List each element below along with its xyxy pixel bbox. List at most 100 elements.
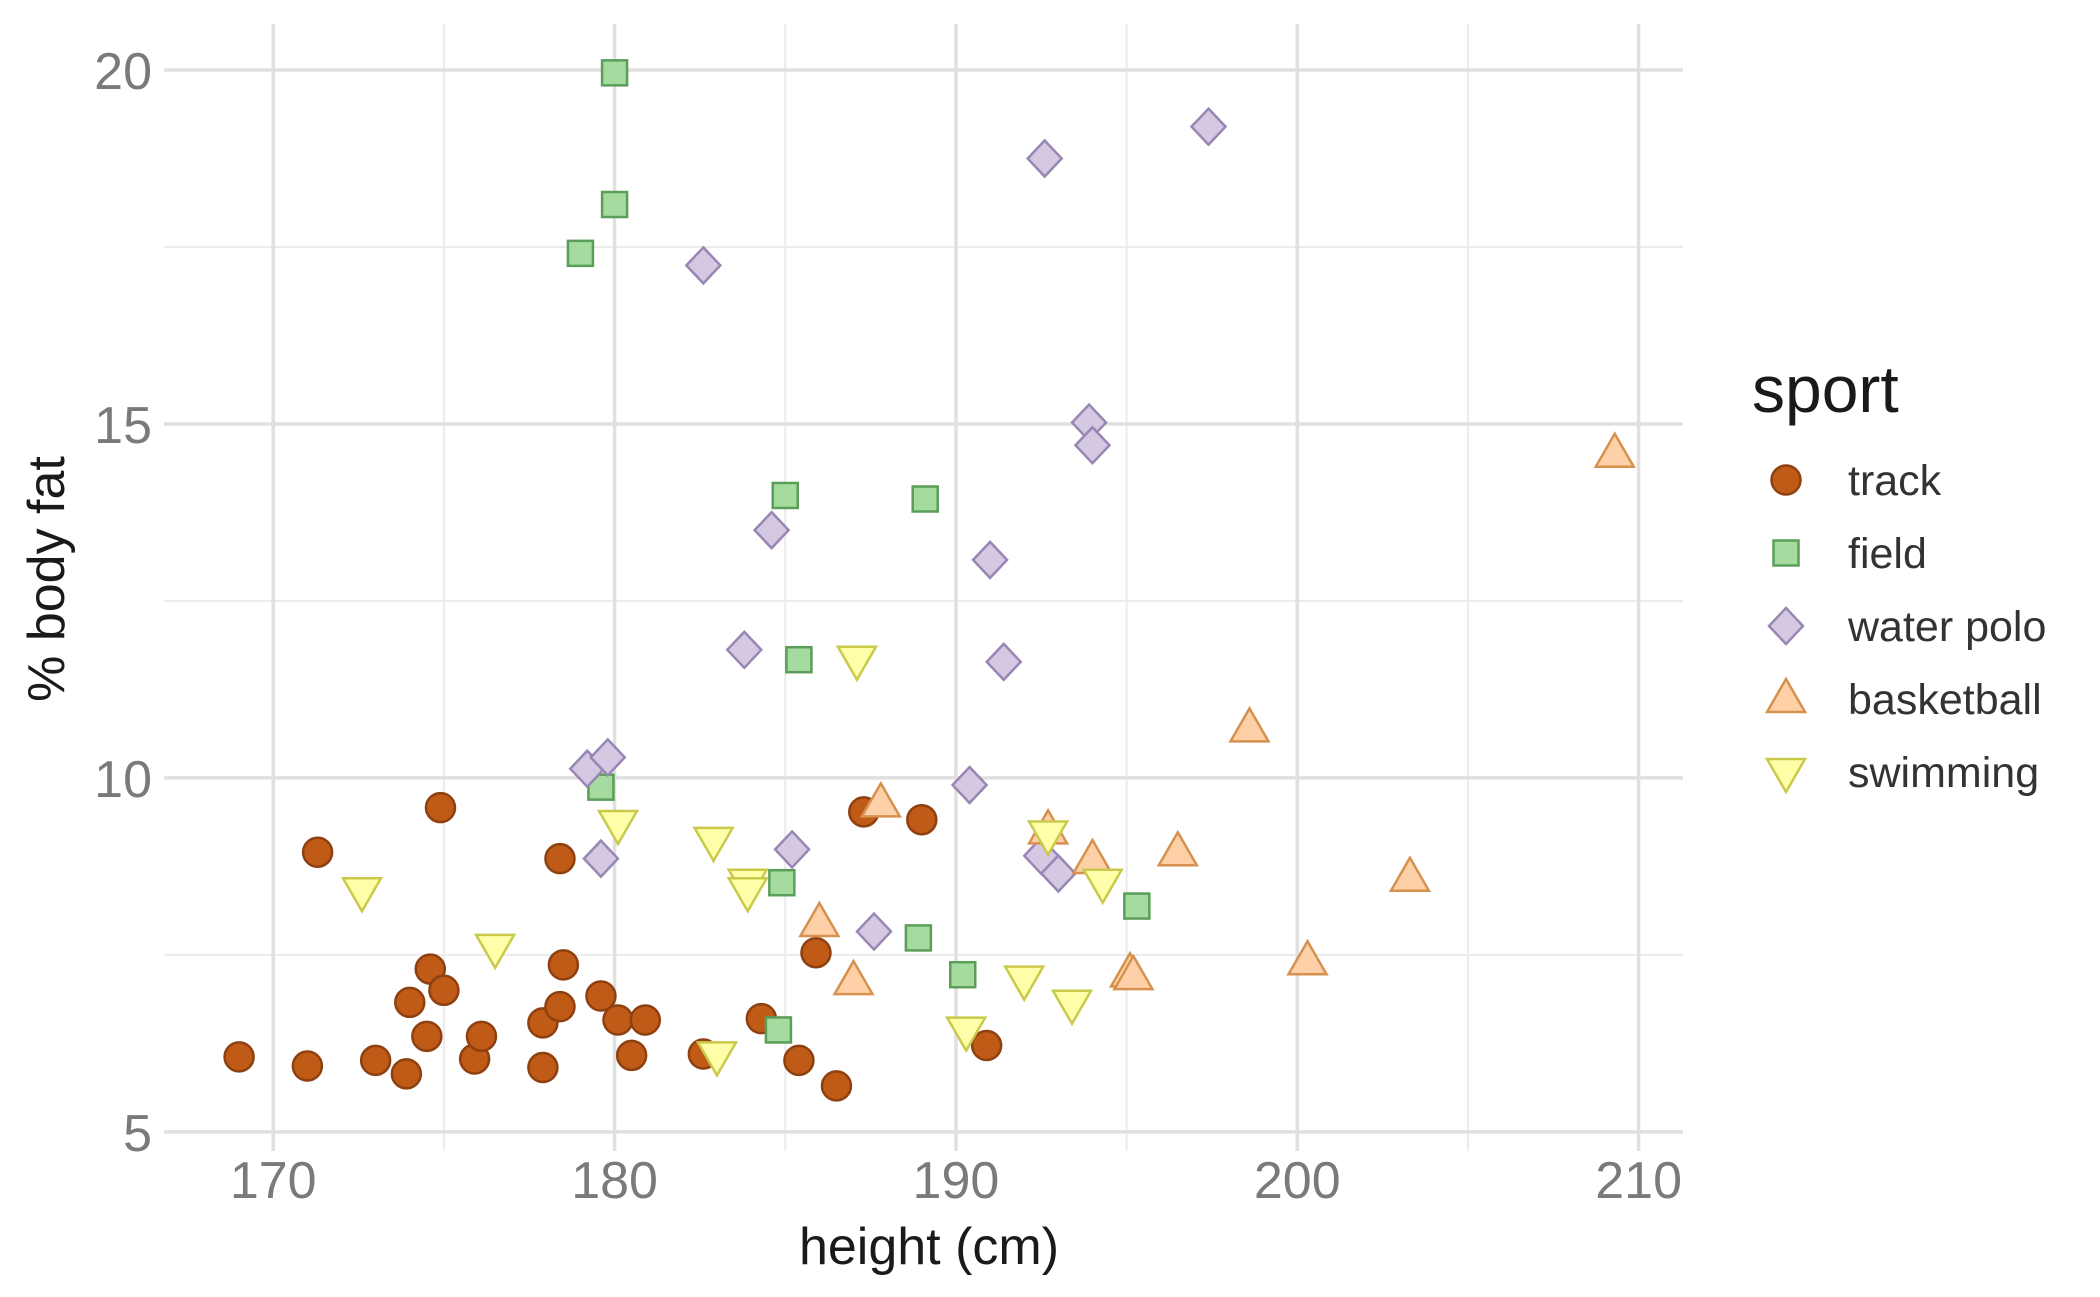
point-track	[411, 1020, 443, 1053]
data-points	[223, 59, 1636, 1102]
series-basketball	[798, 431, 1636, 996]
point-water-polo	[752, 510, 791, 550]
point-basketball	[1228, 705, 1271, 743]
y-axis-title: % body fat	[18, 456, 76, 702]
x-tick-label: 200	[1254, 1152, 1341, 1210]
x-tick-label: 180	[571, 1152, 658, 1210]
point-field	[566, 239, 595, 268]
point-swimming	[1003, 965, 1046, 1003]
legend-label: field	[1848, 530, 1927, 578]
point-swimming	[340, 876, 384, 914]
point-water-polo	[589, 737, 627, 778]
point-water-polo	[1025, 138, 1064, 179]
point-field	[600, 59, 629, 87]
point-water-polo	[984, 642, 1023, 682]
point-swimming	[1050, 989, 1094, 1027]
point-basketball	[832, 958, 875, 996]
point-track	[629, 1004, 662, 1036]
point-basketball	[1286, 938, 1329, 976]
tick-labels: 170 180 190 200 210 5 10 15 20	[94, 43, 1682, 1210]
point-track	[906, 803, 938, 836]
y-tick-label: 20	[94, 43, 152, 101]
point-water-polo	[773, 829, 811, 870]
grid	[164, 24, 1683, 1151]
point-track	[223, 1041, 255, 1073]
point-basketball	[1071, 837, 1114, 875]
y-tick-label: 10	[94, 751, 152, 809]
point-water-polo	[1073, 425, 1112, 466]
point-field	[785, 645, 813, 674]
series-swimming	[340, 645, 1124, 1078]
legend-label: swimming	[1848, 749, 2039, 797]
point-swimming	[596, 809, 640, 847]
legend-item: basketball	[1764, 676, 2042, 724]
point-swimming	[945, 1016, 988, 1054]
point-field	[1123, 892, 1151, 920]
point-swimming	[692, 826, 735, 864]
legend-label: water polo	[1847, 603, 2046, 651]
x-axis-title: height (cm)	[799, 1218, 1059, 1276]
point-track	[359, 1044, 392, 1077]
point-water-polo	[950, 765, 989, 805]
point-basketball	[1112, 953, 1155, 991]
point-track	[800, 937, 832, 969]
series-field	[566, 59, 1151, 1044]
point-track	[465, 1020, 498, 1053]
point-field	[911, 485, 939, 513]
point-track	[527, 1051, 559, 1084]
point-swimming	[1026, 820, 1070, 858]
point-water-polo	[971, 540, 1009, 580]
legend-item: track	[1770, 457, 1942, 505]
point-field	[771, 481, 800, 510]
point-track	[424, 791, 457, 824]
point-track	[390, 1058, 423, 1090]
point-field	[600, 190, 629, 219]
x-tick-label: 170	[230, 1152, 317, 1210]
legend-item: water polo	[1767, 603, 2046, 651]
point-swimming	[835, 645, 879, 683]
point-field	[768, 868, 796, 897]
legend-item: field	[1772, 530, 1927, 578]
series-water-polo	[568, 106, 1228, 952]
point-track	[291, 1050, 324, 1082]
point-track	[615, 1039, 648, 1072]
point-field	[764, 1016, 793, 1044]
point-water-polo	[582, 838, 620, 879]
point-track	[602, 1004, 634, 1036]
point-field	[904, 924, 933, 952]
legend-label: basketball	[1848, 676, 2042, 724]
x-tick-label: 210	[1595, 1152, 1682, 1210]
point-track	[428, 974, 460, 1007]
point-basketball	[798, 900, 841, 938]
legend-title: sport	[1752, 352, 1899, 426]
point-track	[394, 986, 426, 1019]
point-track	[544, 842, 576, 875]
point-field	[949, 960, 977, 989]
legend-key-swimming	[1764, 757, 1808, 795]
legend-item: swimming	[1764, 749, 2039, 797]
point-water-polo	[1039, 853, 1078, 894]
point-track	[544, 990, 576, 1023]
point-swimming	[726, 876, 769, 914]
legend-key-water-polo	[1767, 606, 1805, 646]
point-basketball	[1388, 855, 1432, 892]
y-tick-label: 15	[94, 397, 152, 455]
legend-label: track	[1848, 457, 1942, 505]
point-water-polo	[855, 911, 893, 952]
y-tick-label: 5	[123, 1105, 152, 1163]
x-tick-label: 190	[913, 1152, 1000, 1210]
point-basketball	[1593, 431, 1636, 468]
point-track	[783, 1044, 815, 1077]
point-water-polo	[1189, 106, 1228, 147]
point-track	[820, 1070, 853, 1102]
point-basketball	[859, 780, 902, 818]
legend-key-basketball	[1764, 676, 1808, 714]
point-swimming	[695, 1041, 739, 1078]
point-track	[301, 836, 334, 869]
point-basketball	[1156, 829, 1199, 867]
point-swimming	[473, 933, 517, 971]
point-water-polo	[725, 629, 764, 670]
legend: sport track field water polo basketball swim…	[1752, 352, 2046, 797]
point-track	[547, 949, 580, 981]
legend-key-field	[1772, 539, 1800, 567]
